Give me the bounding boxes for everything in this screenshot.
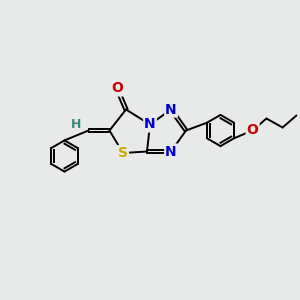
Text: N: N: [165, 103, 177, 116]
Text: H: H: [71, 118, 82, 131]
Text: N: N: [144, 118, 156, 131]
Text: N: N: [165, 145, 177, 158]
Text: S: S: [118, 146, 128, 160]
Text: O: O: [247, 124, 259, 137]
Text: O: O: [111, 82, 123, 95]
